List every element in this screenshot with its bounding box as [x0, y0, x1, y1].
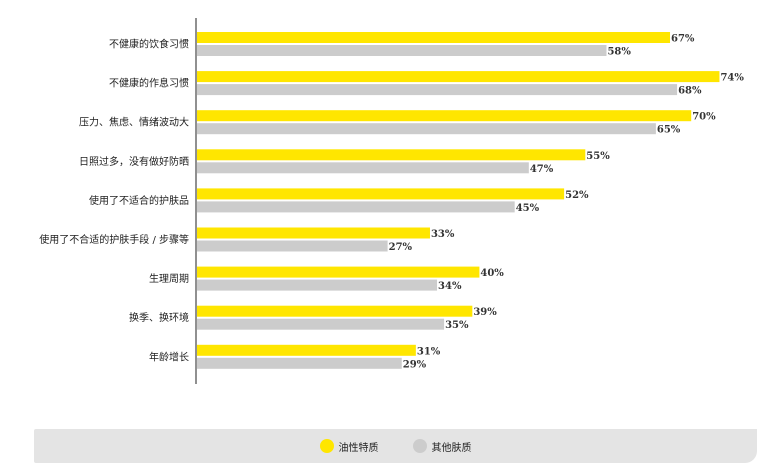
bar-other	[197, 45, 607, 56]
bar-oily	[197, 344, 416, 356]
data-label: 31%	[417, 346, 441, 357]
category-label: 年龄增长	[149, 350, 189, 363]
bar-oily	[197, 149, 586, 161]
category-label: 使用了不适合的护肤品	[89, 194, 189, 207]
category-label: 生理周期	[149, 272, 189, 285]
category-label: 不健康的作息习惯	[109, 77, 189, 90]
category-label: 压力、焦虑、情绪波动大	[79, 116, 189, 129]
data-label: 33%	[431, 229, 455, 240]
legend-swatch-oily	[319, 439, 334, 453]
category-label: 日照过多，没有做好防晒	[79, 155, 189, 168]
data-label: 58%	[607, 47, 631, 58]
bar-oily	[197, 305, 473, 317]
legend: 油性特质 其他肤质	[34, 429, 757, 463]
data-label: 55%	[586, 151, 610, 162]
bar-chart: 不健康的饮食习惯 67% 58% 不健康的作息习惯 74% 68% 压力、焦虑、情绪波动大 7…	[39, 18, 744, 384]
data-label: 27%	[389, 242, 413, 253]
bar-oily	[197, 32, 671, 43]
legend-swatch-other	[412, 439, 427, 453]
data-label: 70%	[692, 112, 716, 123]
data-label: 67%	[671, 34, 695, 45]
bar-oily	[197, 110, 692, 122]
category-label: 不健康的饮食习惯	[109, 38, 189, 51]
legend-label-other: 其他肤质	[431, 442, 472, 454]
data-label: 34%	[438, 281, 462, 292]
bar-other	[197, 84, 678, 96]
data-label: 68%	[678, 86, 702, 97]
bar-other	[197, 318, 445, 330]
data-label: 35%	[445, 320, 469, 331]
data-label: 74%	[720, 73, 744, 84]
bar-other	[197, 123, 656, 135]
bar-oily	[197, 71, 720, 83]
data-label: 47%	[530, 164, 554, 175]
bar-other	[197, 357, 402, 369]
data-label: 39%	[473, 307, 497, 318]
data-label: 29%	[403, 359, 427, 370]
legend-item-oily: 油性特质	[319, 439, 379, 454]
bar-oily	[197, 266, 480, 278]
data-label: 65%	[657, 125, 681, 136]
bar-other	[197, 201, 515, 213]
bar-other	[197, 279, 438, 291]
data-label: 52%	[565, 190, 589, 201]
category-label: 换季、换环境	[129, 311, 189, 324]
legend-label-oily: 油性特质	[338, 442, 379, 454]
data-label: 45%	[516, 203, 540, 214]
data-label: 40%	[480, 268, 504, 279]
category-label: 使用了不合适的护肤手段 / 步骤等	[39, 233, 189, 246]
bar-other	[197, 240, 388, 252]
bar-oily	[197, 227, 430, 239]
bar-other	[197, 162, 529, 174]
legend-item-other: 其他肤质	[412, 439, 472, 454]
bar-oily	[197, 188, 565, 200]
